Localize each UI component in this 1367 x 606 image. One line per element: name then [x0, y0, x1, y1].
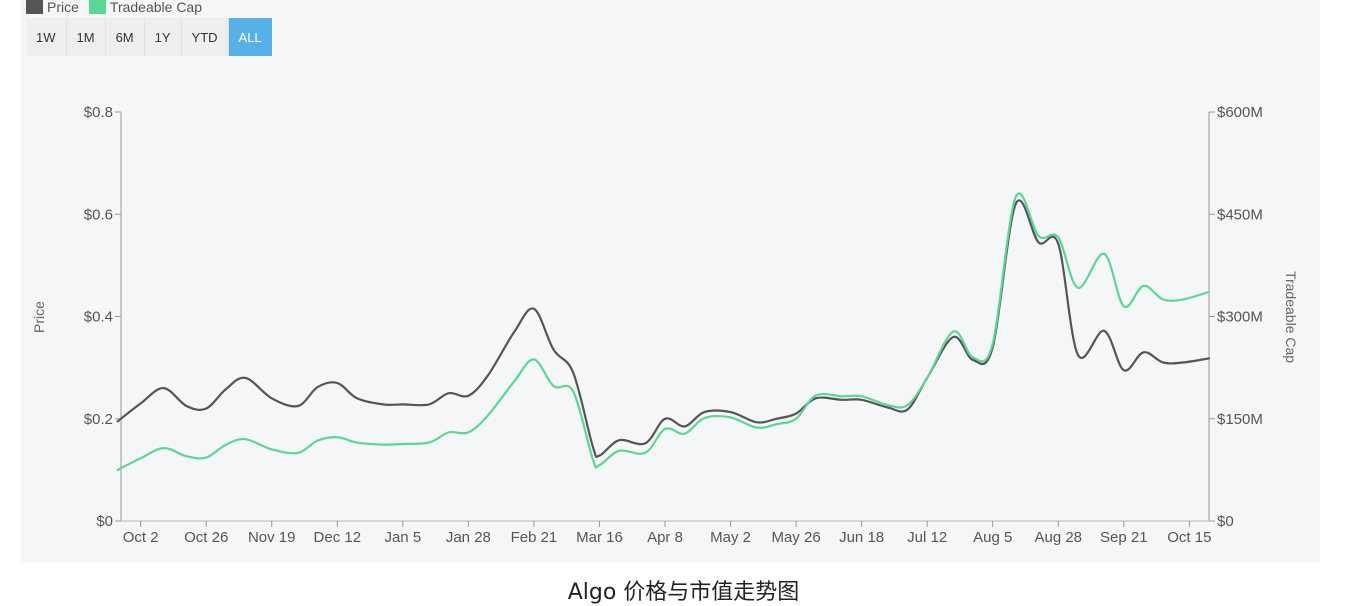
x-tick-label: Apr 8 [647, 529, 683, 546]
x-tick-label: Aug 5 [973, 529, 1012, 546]
x-tick-label: Feb 21 [511, 529, 558, 546]
legend-item-tradeable-cap[interactable]: Tradeable Cap [88, 0, 202, 15]
x-tick-label: Jan 28 [446, 529, 491, 546]
x-tick-label: Jan 5 [384, 529, 421, 546]
x-tick-label: Aug 28 [1034, 529, 1082, 546]
x-tick-label: May 2 [710, 529, 751, 546]
y-tick-label-left: $0.8 [84, 104, 113, 121]
chart-axes: $0 $0.2 $0.4 $0.6 $0.8 $0 $150M $300M $450M $600M… [84, 104, 1263, 546]
y-tick-label-right: $150M [1217, 411, 1263, 428]
legend-item-price[interactable]: Price [26, 0, 79, 14]
x-tick-label: Oct 26 [184, 529, 228, 546]
x-tick-label: Oct 2 [123, 529, 159, 546]
y-tick-label-right: $300M [1217, 309, 1263, 326]
line-chart: $0 $0.2 $0.4 $0.6 $0.8 $0 $150M $300M $450M $600M… [31, 104, 1299, 546]
series-line-price [116, 199, 1211, 459]
legend-swatch-tradeable-cap [88, 0, 106, 14]
y-tick-label-left: $0.6 [84, 206, 113, 223]
legend-swatch-price [26, 0, 43, 14]
series-line-tradeable-cap [116, 192, 1211, 471]
x-tick-label: May 26 [771, 529, 820, 546]
range-button-1y[interactable]: 1Y [144, 18, 182, 56]
x-tick-label: Oct 15 [1167, 529, 1211, 546]
x-tick-label: Nov 19 [248, 529, 296, 546]
y-tick-label-left: $0.4 [84, 309, 113, 326]
range-selector: 1W 1M 6M 1Y YTD ALL [26, 18, 272, 56]
chart-series [116, 192, 1211, 471]
y-tick-label-right: $600M [1217, 104, 1263, 121]
chart-caption: Algo 价格与市值走势图 [567, 580, 800, 605]
y-tick-label-right: $450M [1217, 206, 1263, 223]
range-button-all[interactable]: ALL [228, 18, 272, 56]
range-button-1w[interactable]: 1W [26, 18, 67, 56]
range-button-6m[interactable]: 6M [105, 18, 145, 56]
x-tick-label: Mar 16 [576, 529, 623, 546]
x-tick-label: Jul 12 [907, 529, 947, 546]
x-tick-label: Sep 21 [1100, 529, 1148, 546]
x-tick-label: Dec 12 [314, 529, 362, 546]
legend: Price Tradeable Cap [26, 0, 202, 14]
y-axis-title-left: Price [31, 301, 47, 333]
x-tick-label: Jun 18 [839, 529, 884, 546]
y-axis-title-right: Tradeable Cap [1283, 271, 1299, 363]
y-tick-label-right: $0 [1217, 513, 1234, 530]
range-button-ytd[interactable]: YTD [181, 18, 229, 56]
y-tick-label-left: $0.2 [84, 411, 113, 428]
y-tick-label-left: $0 [96, 513, 113, 530]
chart-panel [21, 0, 1320, 563]
legend-label-price: Price [47, 0, 79, 15]
legend-label-tradeable-cap: Tradeable Cap [109, 0, 202, 15]
range-button-1m[interactable]: 1M [66, 18, 106, 56]
